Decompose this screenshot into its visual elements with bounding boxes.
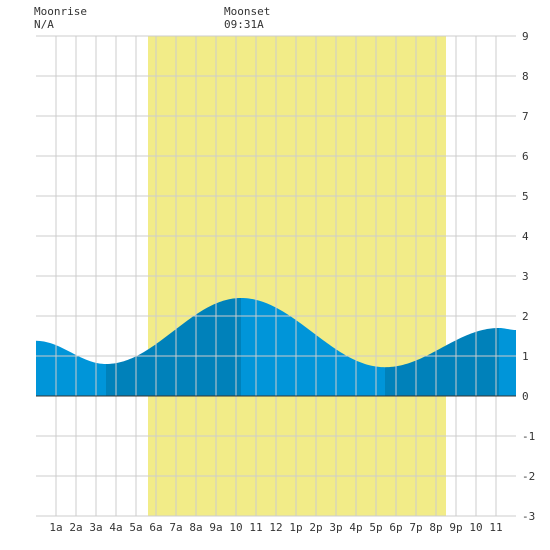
y-tick-label: -1 [522,430,535,443]
y-tick-label: 5 [522,190,529,203]
x-tick-label: 10 [469,521,482,534]
x-tick-label: 4a [109,521,122,534]
y-tick-label: -3 [522,510,535,523]
x-tick-label: 1p [289,521,302,534]
x-tick-label: 5a [129,521,142,534]
tide-segment-3 [241,298,385,396]
moonset-block: Moonset 09:31A [224,5,270,31]
y-tick-label: 1 [522,350,529,363]
moonset-value: 09:31A [224,18,264,31]
tide-segment-2 [106,298,241,396]
x-tick-label: 11 [489,521,502,534]
y-tick-label: 0 [522,390,529,403]
y-tick-label: 4 [522,230,529,243]
y-tick-label: 3 [522,270,529,283]
y-tick-label: 2 [522,310,529,323]
y-tick-label: 9 [522,30,529,43]
x-tick-label: 6p [389,521,402,534]
y-tick-label: 7 [522,110,529,123]
tide-segment-4 [385,328,499,396]
moonrise-label: Moonrise [34,5,87,18]
x-tick-label: 7a [169,521,182,534]
x-tick-label: 11 [249,521,262,534]
x-tick-label: 12 [269,521,282,534]
x-tick-label: 4p [349,521,362,534]
x-tick-label: 3a [89,521,102,534]
x-tick-label: 2a [69,521,82,534]
x-tick-label: 8p [429,521,442,534]
x-tick-label: 5p [369,521,382,534]
x-tick-label: 1a [49,521,62,534]
x-tick-label: 2p [309,521,322,534]
x-tick-label: 8a [189,521,202,534]
x-tick-label: 7p [409,521,422,534]
y-tick-label: 6 [522,150,529,163]
tide-segment-1 [36,340,106,396]
moonrise-block: Moonrise N/A [34,5,87,31]
x-tick-label: 6a [149,521,162,534]
moonset-label: Moonset [224,5,271,18]
x-tick-label: 10 [229,521,242,534]
y-tick-label: -2 [522,470,535,483]
x-tick-label: 9a [209,521,222,534]
x-tick-label: 9p [449,521,462,534]
x-tick-label: 3p [329,521,342,534]
moonrise-value: N/A [34,18,54,31]
tide-segment-5 [499,328,516,396]
y-tick-label: 8 [522,70,529,83]
